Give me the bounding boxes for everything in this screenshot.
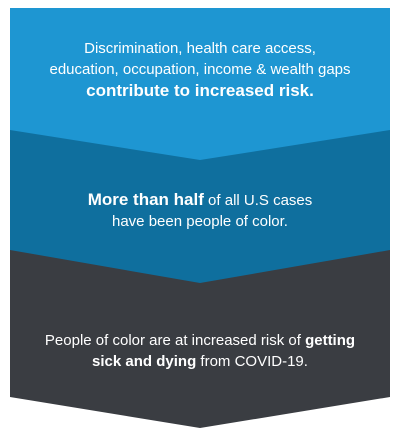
step3-line2-rest: from COVID-19. xyxy=(196,353,308,370)
step1-text: Discrimination, health care access, educ… xyxy=(10,38,390,102)
step2-text: More than half of all U.S cases have bee… xyxy=(10,189,390,232)
step2-chevron-shape xyxy=(10,115,390,283)
step2-line1-rest: of all U.S cases xyxy=(203,192,313,209)
step1-chevron-shape xyxy=(10,8,390,160)
step3-bold2: sick and dying xyxy=(92,353,197,370)
step3-text: People of color are at increased risk of… xyxy=(10,330,390,372)
step2-bold-phrase: More than half xyxy=(87,190,204,209)
step1-line1: Discrimination, health care access, xyxy=(84,40,316,57)
step1-line2: education, occupation, income & wealth g… xyxy=(49,61,351,78)
step3-bold1: getting xyxy=(305,332,356,349)
step3-chevron-shape xyxy=(10,250,390,428)
step3-line1-pre: People of color are at increased risk of xyxy=(44,332,306,349)
step2-line2: have been people of color. xyxy=(112,213,288,230)
step1-bold-line: contribute to increased risk. xyxy=(86,81,314,100)
